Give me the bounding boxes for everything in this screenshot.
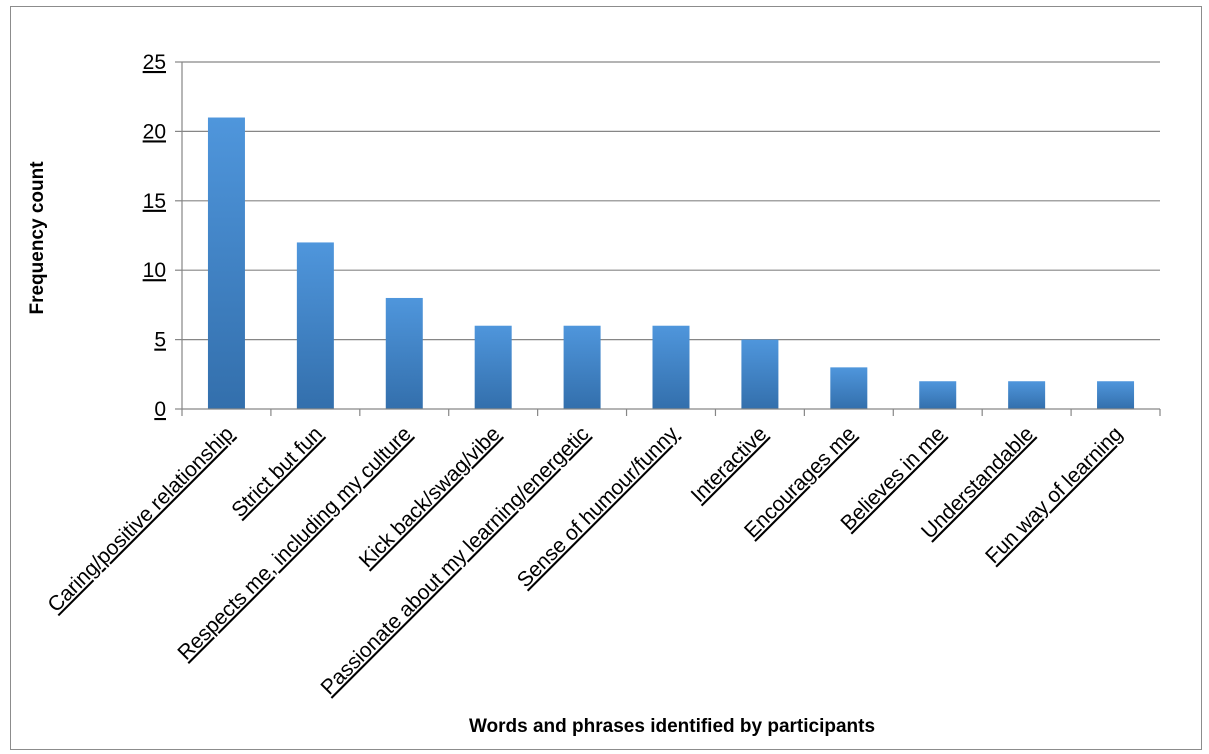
bar [652, 325, 690, 409]
x-tick-label: Sense of humour/funny [513, 422, 683, 592]
bar [563, 325, 601, 409]
y-tick-label: 10 [143, 259, 166, 282]
bar [741, 339, 779, 409]
bar [296, 242, 334, 409]
x-tick-label: Interactive [687, 422, 772, 507]
bar [1097, 381, 1135, 409]
y-tick-label: 5 [154, 329, 166, 352]
x-tick-label: Caring/positive relationship [43, 422, 238, 617]
x-tick-label: Strict but fun [227, 422, 327, 522]
bar [1008, 381, 1046, 409]
y-tick-label: 25 [143, 51, 166, 74]
y-tick-label: 15 [143, 190, 166, 213]
bars [207, 117, 1135, 410]
y-tick-label: 20 [143, 120, 166, 143]
y-tick-label: 0 [154, 398, 166, 421]
gridlines [182, 61, 1160, 341]
bar [207, 117, 245, 410]
bar [830, 367, 868, 409]
bar [385, 297, 423, 409]
axes [175, 61, 1161, 416]
x-axis-title: Words and phrases identified by particip… [469, 716, 875, 737]
bar [919, 381, 957, 409]
bar [474, 325, 512, 409]
y-axis-title: Frequency count [27, 161, 48, 315]
